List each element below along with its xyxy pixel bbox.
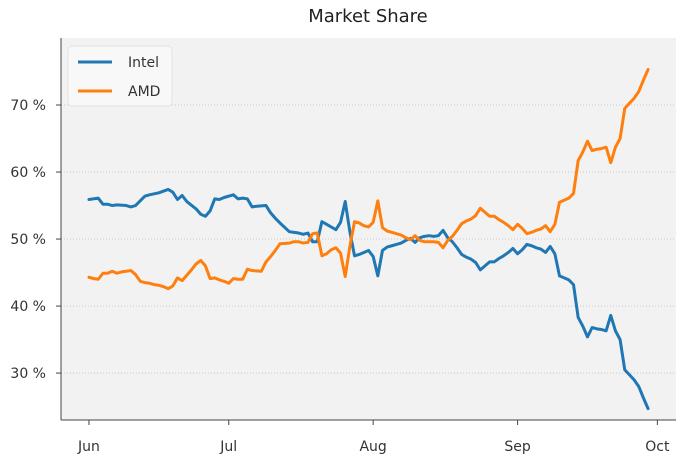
x-tick-label: Jul	[219, 439, 237, 455]
x-tick-label: Jun	[77, 439, 100, 455]
y-tick-label: 30 %	[10, 366, 46, 382]
y-tick-label: 60 %	[10, 165, 46, 181]
series-lines	[87, 68, 650, 411]
y-tick-label: 50 %	[10, 232, 46, 248]
x-tick-label: Aug	[359, 439, 386, 455]
chart-title: Market Share	[308, 6, 428, 27]
legend-label-intel: Intel	[128, 55, 159, 71]
y-tick-label: 40 %	[10, 299, 46, 315]
x-axis-ticks: Jun Jul Aug Sep Oct	[77, 420, 670, 455]
legend: Intel AMD	[67, 45, 173, 107]
y-axis-ticks: 30 % 40 % 50 % 60 % 70 %	[10, 98, 61, 382]
x-tick-label: Oct	[645, 439, 670, 455]
legend-label-amd: AMD	[128, 84, 160, 100]
series-line-amd	[87, 68, 650, 291]
x-tick-label: Sep	[504, 439, 531, 455]
y-tick-label: 70 %	[10, 98, 46, 114]
series-line-intel	[87, 187, 650, 411]
